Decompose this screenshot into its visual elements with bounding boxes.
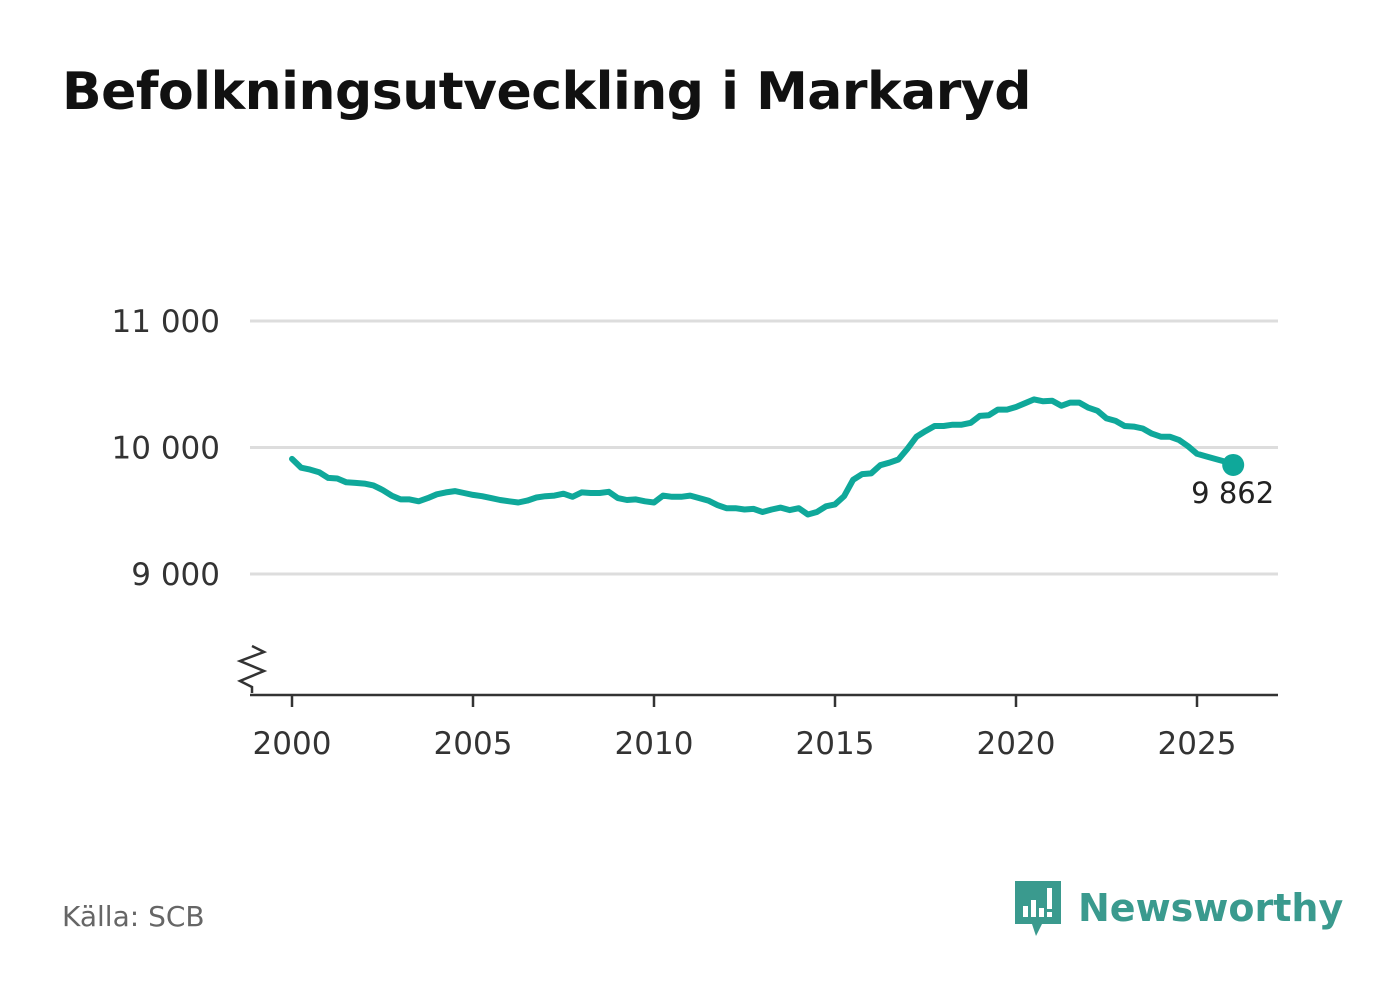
series-layer: 9 862 [289, 396, 1274, 518]
gridlines [250, 319, 1278, 576]
x-tick-label-2025: 2025 [1158, 726, 1237, 762]
series-line-0 [289, 396, 1237, 518]
series-end-point [1222, 453, 1245, 476]
source-note: Källa: SCB [62, 900, 205, 933]
x-tick-label-2015: 2015 [796, 726, 875, 762]
newsworthy-logo-icon [1015, 881, 1061, 936]
y-axis-labels: 9 000 10 000 11 000 [112, 304, 220, 593]
x-tick-label-2000: 2000 [253, 726, 332, 762]
y-tick-label-11000: 11 000 [112, 304, 220, 340]
y-axis-break-mark [236, 644, 268, 693]
chart-title: Befolkningsutveckling i Markaryd [62, 62, 1031, 122]
x-tick-label-2005: 2005 [434, 726, 513, 762]
x-tick-label-2010: 2010 [615, 726, 694, 762]
brand-name: Newsworthy [1078, 886, 1344, 930]
series-end-label: 9 862 [1191, 476, 1274, 510]
x-axis [236, 644, 1278, 707]
brand-logo[interactable]: Newsworthy [1012, 878, 1343, 938]
y-tick-label-9000: 9 000 [131, 557, 220, 593]
x-tick-label-2020: 2020 [977, 726, 1056, 762]
y-tick-label-10000: 10 000 [112, 431, 220, 467]
x-axis-labels: 2000 2005 2010 2015 2020 2025 [253, 726, 1237, 762]
